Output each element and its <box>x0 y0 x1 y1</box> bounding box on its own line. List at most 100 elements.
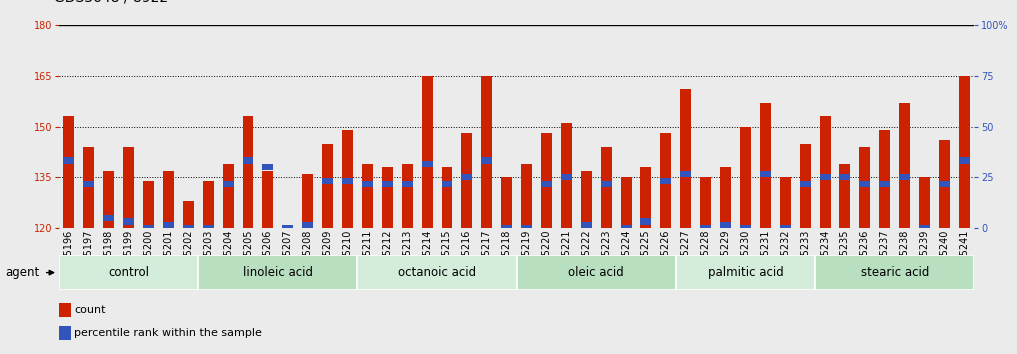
Bar <box>561 123 572 228</box>
Text: GDS3648 / 8922: GDS3648 / 8922 <box>55 0 169 5</box>
Bar <box>700 177 711 228</box>
Bar <box>880 130 890 228</box>
Bar <box>381 181 393 187</box>
Bar <box>381 167 393 228</box>
Bar <box>859 147 871 228</box>
Bar <box>302 174 313 228</box>
Bar <box>521 164 532 228</box>
Bar <box>521 225 532 232</box>
Bar <box>242 158 253 164</box>
Bar <box>242 116 253 228</box>
Bar <box>799 181 811 187</box>
Bar <box>283 225 293 232</box>
Bar <box>601 181 611 187</box>
Bar <box>839 164 850 228</box>
Bar <box>441 181 453 187</box>
Bar <box>680 171 692 177</box>
Bar <box>939 181 950 187</box>
Bar <box>362 164 373 228</box>
Bar <box>740 127 751 228</box>
Bar <box>780 225 791 232</box>
Bar <box>959 158 970 164</box>
Bar <box>83 181 95 187</box>
Bar <box>83 147 95 228</box>
Bar <box>760 103 771 228</box>
Bar <box>919 177 930 228</box>
Bar <box>198 255 357 290</box>
Bar <box>183 225 194 232</box>
Bar <box>501 177 513 228</box>
Text: octanoic acid: octanoic acid <box>398 266 476 279</box>
Bar <box>462 133 472 228</box>
Bar <box>620 177 632 228</box>
Bar <box>660 133 671 228</box>
Bar <box>322 143 334 228</box>
Bar <box>899 103 910 228</box>
Bar <box>163 171 174 228</box>
Text: count: count <box>74 305 106 315</box>
Bar <box>342 130 353 228</box>
Bar <box>143 181 154 228</box>
Bar <box>660 178 671 184</box>
Bar <box>680 89 692 228</box>
Bar <box>63 158 74 164</box>
Bar <box>59 255 198 290</box>
Bar <box>283 225 293 228</box>
Bar <box>123 147 134 228</box>
Bar <box>357 255 517 290</box>
Bar <box>939 140 950 228</box>
Bar <box>362 181 373 187</box>
Bar <box>223 164 234 228</box>
Bar <box>541 133 552 228</box>
Bar <box>501 225 513 232</box>
Bar <box>760 171 771 177</box>
Bar <box>720 167 731 228</box>
Bar <box>919 225 930 232</box>
Bar <box>541 181 552 187</box>
Bar <box>223 181 234 187</box>
Bar <box>581 171 592 228</box>
Bar <box>481 158 492 164</box>
Bar <box>342 178 353 184</box>
Bar <box>183 201 194 228</box>
Text: stearic acid: stearic acid <box>860 266 929 279</box>
Bar <box>601 147 611 228</box>
Bar <box>302 222 313 228</box>
Text: palmitic acid: palmitic acid <box>708 266 783 279</box>
Bar <box>123 218 134 224</box>
Bar <box>517 255 676 290</box>
Text: agent: agent <box>5 266 40 279</box>
Text: oleic acid: oleic acid <box>569 266 624 279</box>
Text: control: control <box>108 266 149 279</box>
Bar <box>820 116 831 228</box>
Bar <box>780 177 791 228</box>
Bar <box>262 171 274 228</box>
Bar <box>104 171 114 228</box>
Bar <box>880 181 890 187</box>
Bar <box>820 175 831 181</box>
Bar <box>262 164 274 170</box>
Bar <box>799 143 811 228</box>
Bar <box>839 175 850 181</box>
Bar <box>859 181 871 187</box>
Text: percentile rank within the sample: percentile rank within the sample <box>74 328 262 338</box>
Bar <box>402 164 413 228</box>
Bar <box>899 175 910 181</box>
Bar <box>959 76 970 228</box>
Bar <box>422 76 432 228</box>
Bar <box>441 167 453 228</box>
Bar <box>462 175 472 181</box>
Bar <box>422 161 432 167</box>
Bar <box>720 222 731 228</box>
Bar <box>641 218 652 224</box>
Bar <box>202 181 214 228</box>
Bar <box>402 181 413 187</box>
Bar <box>202 225 214 232</box>
Bar <box>700 225 711 232</box>
Bar <box>143 225 154 232</box>
Bar <box>104 215 114 221</box>
Text: linoleic acid: linoleic acid <box>243 266 313 279</box>
Bar <box>740 225 751 232</box>
Bar <box>641 167 652 228</box>
Bar <box>676 255 815 290</box>
